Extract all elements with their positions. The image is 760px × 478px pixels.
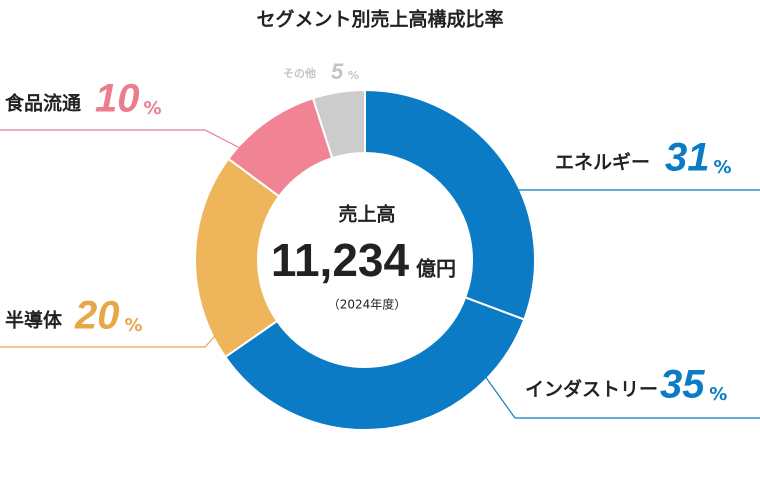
center-note: （2024年度） <box>328 297 407 312</box>
segment-value: 5 <box>331 59 344 84</box>
segment-unit: % <box>709 384 727 405</box>
segment-label: エネルギー <box>555 152 650 174</box>
center-title: 売上高 <box>338 203 395 226</box>
segment-unit: % <box>714 157 732 178</box>
leader-line <box>0 335 216 348</box>
donut-segment <box>223 296 526 431</box>
segment-label: その他 <box>283 66 316 80</box>
segment-value: 20 <box>74 294 120 338</box>
segment-value: 35 <box>660 363 705 407</box>
donut-segment <box>311 88 366 160</box>
donut-segment <box>364 88 536 321</box>
segment-label: 半導体 <box>5 309 63 332</box>
segment-unit: % <box>125 315 143 336</box>
segment-label: 食品流通 <box>5 92 82 115</box>
segment-value: 10 <box>95 77 140 121</box>
leader-line <box>0 129 241 149</box>
segment-label: インダストリー <box>525 378 658 401</box>
segment-unit: % <box>144 98 162 119</box>
chart-title: セグメント別売上高構成比率 <box>256 8 503 31</box>
leader-line <box>481 371 760 419</box>
total-unit: 億円 <box>416 257 456 281</box>
segment-value: 31 <box>665 136 710 180</box>
donut-segment <box>194 157 281 359</box>
total-value: 11,234 <box>271 234 410 286</box>
segment-unit: % <box>348 69 359 82</box>
